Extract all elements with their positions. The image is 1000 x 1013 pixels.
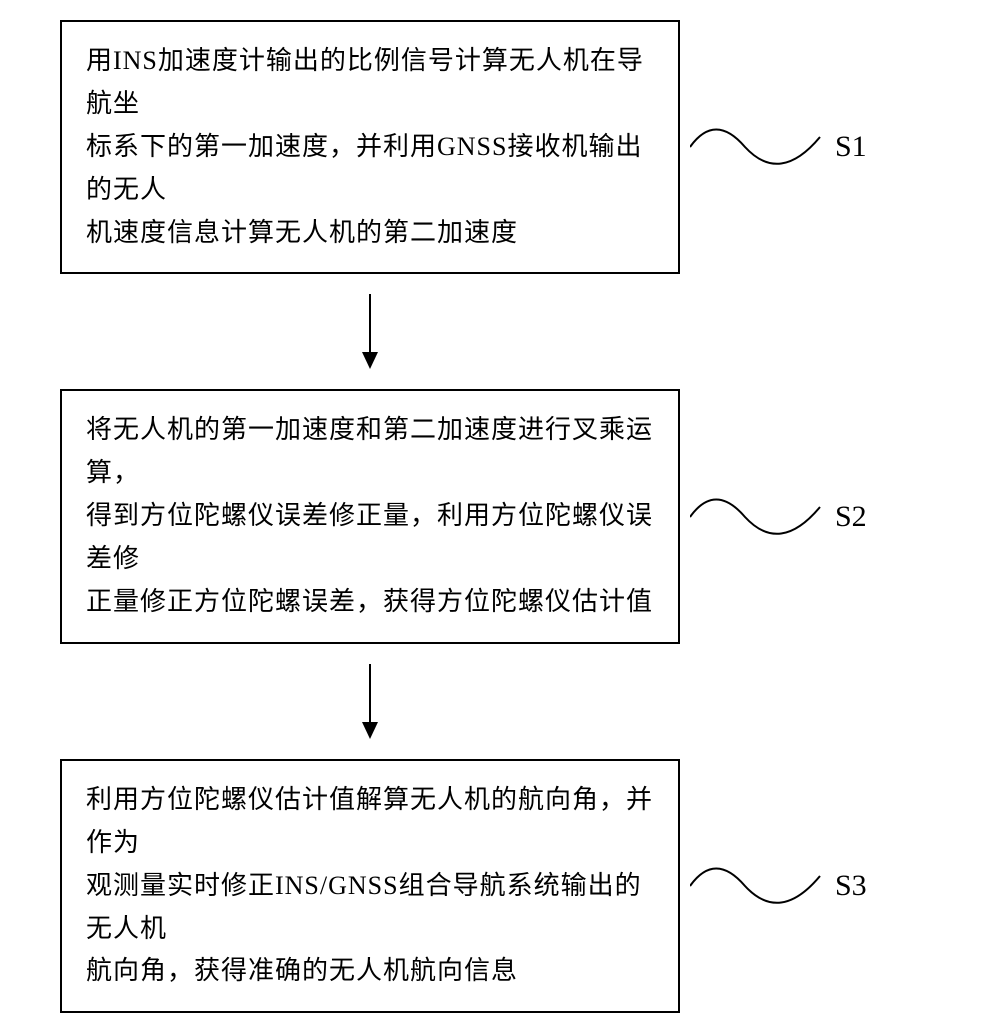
step-label-wrap-2: S2 [690, 467, 890, 567]
step-label-1: S1 [835, 130, 867, 164]
step-row-3: 利用方位陀螺仪估计值解算无人机的航向角，并作为 观测量实时修正INS/GNSS组… [60, 759, 940, 1013]
step-label-3: S3 [835, 869, 867, 903]
wavy-connector-icon [690, 856, 830, 916]
arrow-down-icon [355, 664, 385, 739]
step-label-wrap-3: S3 [690, 836, 890, 936]
arrow-down-icon [355, 294, 385, 369]
step-3-line-2: 观测量实时修正INS/GNSS组合导航系统输出的无人机 [86, 865, 654, 951]
step-1-line-2: 标系下的第一加速度，并利用GNSS接收机输出的无人 [86, 126, 654, 212]
arrow-1 [60, 274, 680, 389]
step-box-3: 利用方位陀螺仪估计值解算无人机的航向角，并作为 观测量实时修正INS/GNSS组… [60, 759, 680, 1013]
step-3-line-1: 利用方位陀螺仪估计值解算无人机的航向角，并作为 [86, 779, 654, 865]
step-box-2: 将无人机的第一加速度和第二加速度进行叉乘运算， 得到方位陀螺仪误差修正量，利用方… [60, 389, 680, 643]
step-label-wrap-1: S1 [690, 97, 890, 197]
wavy-connector-icon [690, 117, 830, 177]
step-1-line-3: 机速度信息计算无人机的第二加速度 [86, 212, 654, 255]
flowchart-container: 用INS加速度计输出的比例信号计算无人机在导航坐 标系下的第一加速度，并利用GN… [60, 20, 940, 1013]
step-3-line-3: 航向角，获得准确的无人机航向信息 [86, 950, 654, 993]
step-1-line-1: 用INS加速度计输出的比例信号计算无人机在导航坐 [86, 40, 654, 126]
step-row-2: 将无人机的第一加速度和第二加速度进行叉乘运算， 得到方位陀螺仪误差修正量，利用方… [60, 389, 940, 643]
step-2-line-1: 将无人机的第一加速度和第二加速度进行叉乘运算， [86, 409, 654, 495]
step-2-line-2: 得到方位陀螺仪误差修正量，利用方位陀螺仪误差修 [86, 495, 654, 581]
step-row-1: 用INS加速度计输出的比例信号计算无人机在导航坐 标系下的第一加速度，并利用GN… [60, 20, 940, 274]
arrow-2 [60, 644, 680, 759]
step-label-2: S2 [835, 500, 867, 534]
step-box-1: 用INS加速度计输出的比例信号计算无人机在导航坐 标系下的第一加速度，并利用GN… [60, 20, 680, 274]
step-2-line-3: 正量修正方位陀螺误差，获得方位陀螺仪估计值 [86, 581, 654, 624]
wavy-connector-icon [690, 487, 830, 547]
